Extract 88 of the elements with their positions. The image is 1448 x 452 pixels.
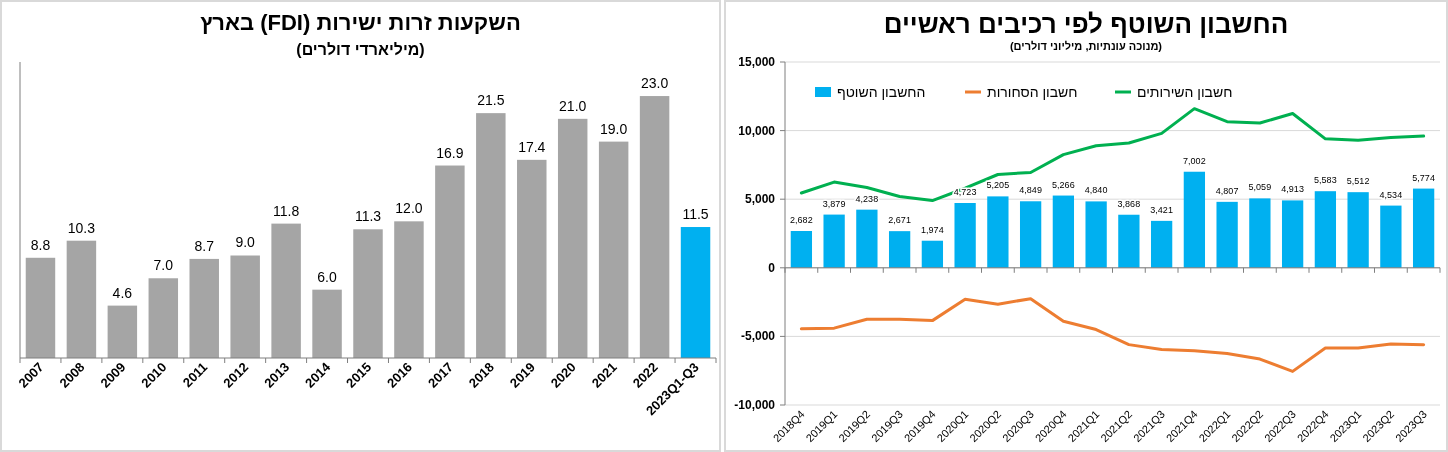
data-label: 11.3	[354, 208, 382, 225]
bar	[66, 240, 97, 358]
data-label: 1,974	[921, 224, 944, 235]
bar	[856, 209, 878, 268]
data-label: 4,849	[1019, 185, 1042, 196]
data-label: 4,807	[1215, 185, 1239, 196]
line-series	[799, 297, 1426, 373]
data-label: 16.9	[436, 144, 464, 161]
bar	[680, 227, 711, 358]
bar	[921, 240, 944, 268]
data-label: 2,671	[888, 215, 911, 226]
data-label: 2,682	[790, 215, 813, 225]
data-label: 10.3	[67, 219, 96, 236]
legend-label: חשבון השירותים	[1137, 84, 1233, 100]
data-label: 5,059	[1248, 182, 1272, 193]
bar	[25, 257, 56, 358]
legend-label: החשבון השוטף	[837, 84, 926, 100]
y-tick-label: 0	[768, 260, 776, 275]
y-tick-label: 10,000	[738, 123, 776, 138]
bar	[394, 221, 424, 358]
bar	[1216, 201, 1238, 268]
bar	[1118, 214, 1140, 268]
bar	[312, 289, 342, 358]
bar	[1019, 201, 1042, 268]
y-tick-label: 5,000	[744, 192, 776, 207]
data-label: 21.5	[477, 92, 505, 109]
bar	[107, 305, 138, 358]
data-label: 12.0	[395, 200, 423, 217]
y-tick-label: -10,000	[734, 398, 776, 412]
data-label: 17.4	[518, 138, 546, 155]
bar	[1412, 188, 1435, 268]
chart-subtitle: (מיליארדי דולרים)	[296, 41, 425, 58]
chart-title: השקעות זרות ישירות (FDI) בארץ	[200, 10, 521, 35]
bar	[230, 255, 260, 358]
bar	[435, 165, 465, 358]
bar	[1052, 195, 1075, 268]
data-label: 4,534	[1379, 189, 1403, 200]
data-label: 7,002	[1183, 155, 1206, 166]
bar	[1183, 171, 1206, 268]
y-tick-label: 15,000	[738, 55, 776, 69]
bar	[517, 159, 547, 358]
bar	[353, 229, 383, 358]
data-label: 4.6	[112, 284, 133, 301]
chart-subtitle: (מנוכה עונתיות, מיליוני דולרים)	[1009, 40, 1163, 52]
data-label: 4,840	[1084, 185, 1108, 196]
data-label: 23.0	[640, 75, 669, 92]
bar	[888, 231, 911, 268]
data-label: 8.8	[30, 236, 51, 253]
data-label: 8.7	[194, 237, 215, 254]
bar	[1249, 198, 1271, 268]
data-label: 5,266	[1052, 179, 1075, 190]
data-label: 6.0	[317, 268, 337, 285]
legend-label: חשבון הסחורות	[987, 84, 1078, 100]
bar	[271, 223, 301, 358]
bar	[557, 118, 588, 358]
bar	[1314, 191, 1337, 268]
data-label: 3,868	[1117, 198, 1141, 209]
data-label: 5,205	[986, 180, 1010, 191]
data-label: 11.5	[682, 206, 709, 223]
bar	[987, 196, 1009, 268]
y-tick-label: -5,000	[740, 329, 776, 344]
data-label: 5,774	[1412, 172, 1435, 183]
data-label: 7.0	[153, 257, 174, 274]
bar	[148, 278, 179, 358]
bar	[1380, 205, 1402, 268]
data-label: 11.8	[273, 202, 300, 219]
bar	[189, 258, 219, 358]
data-label: 4,238	[855, 193, 879, 204]
bar	[1085, 201, 1107, 268]
data-label: 4,723	[953, 187, 977, 197]
bar	[790, 231, 813, 268]
bar	[1150, 220, 1173, 268]
bar	[598, 141, 629, 358]
data-label: 3,879	[822, 198, 846, 209]
data-label: 5,583	[1314, 175, 1337, 186]
data-label: 4,913	[1281, 184, 1304, 195]
bar	[476, 113, 506, 358]
data-label: 5,512	[1346, 176, 1370, 187]
data-label: 19.0	[600, 120, 628, 137]
bar	[639, 96, 670, 358]
bar	[954, 203, 976, 268]
data-label: 9.0	[235, 234, 256, 251]
bar	[1347, 192, 1369, 268]
bar	[1281, 200, 1304, 268]
chart-title: החשבון השוטף לפי רכיבים ראשיים	[883, 9, 1289, 39]
data-label: 21.0	[559, 97, 587, 114]
data-label: 3,421	[1150, 204, 1173, 215]
bar	[823, 214, 845, 268]
